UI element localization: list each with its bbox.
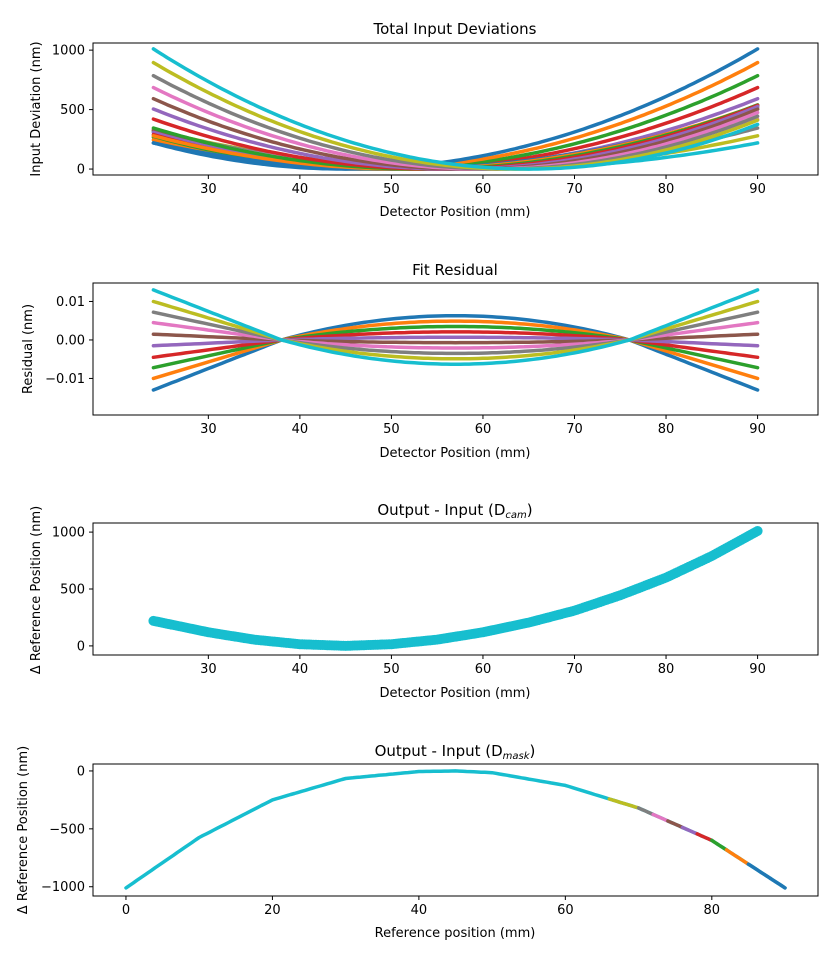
y-axis-label: Residual (nm) [21, 304, 36, 394]
x-tick-label: 40 [292, 662, 309, 677]
series-segment [607, 797, 641, 810]
x-tick-label: 30 [200, 662, 217, 677]
series-line [151, 47, 760, 171]
plot-area [148, 525, 763, 651]
y-tick-label: 0 [77, 163, 85, 178]
title-subscript: cam [505, 510, 527, 521]
series-line [151, 330, 760, 360]
y-tick-label: 0.00 [56, 333, 85, 348]
x-tick-label: 80 [658, 182, 675, 197]
series-line [151, 335, 760, 348]
x-tick-label: 60 [475, 662, 492, 677]
x-tick-label: 20 [264, 903, 281, 918]
panel-fit-residual: Fit Residual Detector Position (mm) Resi… [21, 261, 819, 461]
x-tick-label: 30 [200, 182, 217, 197]
y-tick-label: 1000 [52, 526, 85, 541]
series-line [151, 60, 760, 171]
y-tick-label: 0 [77, 639, 85, 654]
x-tick-label: 50 [383, 182, 400, 197]
axes-frame [92, 42, 819, 176]
x-tick-label: 40 [411, 903, 428, 918]
x-tick-label: 70 [566, 422, 583, 437]
x-tick-label: 90 [749, 182, 766, 197]
series-line [151, 319, 760, 381]
scatter-point [752, 525, 763, 536]
series-line [151, 299, 760, 361]
series-segment [724, 848, 751, 866]
chart-title: Fit Residual [412, 261, 498, 279]
x-tick-label: 40 [292, 182, 309, 197]
chart-title: Output - Input (Dcam) [377, 501, 532, 521]
series-segment [695, 832, 714, 843]
x-tick-label: 80 [704, 903, 721, 918]
series-segment [651, 812, 670, 823]
series-line [151, 313, 760, 392]
title-text: Output - Input (D [377, 501, 505, 519]
series-line [151, 320, 760, 350]
y-tick-label: 1000 [52, 44, 85, 59]
series-segment [666, 819, 685, 830]
panel-output-input-dmask: Output - Input (Dmask) Reference positio… [16, 742, 819, 941]
x-axis-label: Detector Position (mm) [380, 205, 531, 220]
series-segment [710, 838, 729, 852]
plot-area [151, 288, 760, 392]
y-tick-label: 0.01 [56, 295, 85, 310]
chart-title: Total Input Deviations [373, 20, 537, 38]
y-axis-label: Δ Reference Position (nm) [16, 746, 31, 914]
x-axis-label: Detector Position (mm) [380, 446, 531, 461]
y-tick-label: −0.01 [45, 372, 85, 387]
x-tick-label: 50 [383, 662, 400, 677]
panel-total-input-deviations: Total Input Deviations Detector Position… [29, 20, 819, 220]
series-line [151, 288, 760, 366]
axes-frame [92, 763, 819, 897]
x-tick-label: 30 [200, 422, 217, 437]
x-tick-label: 80 [658, 422, 675, 437]
y-axis-label: Δ Reference Position (nm) [29, 506, 44, 674]
y-tick-label: 500 [60, 583, 85, 598]
x-axis-label: Detector Position (mm) [380, 686, 531, 701]
series-segment [680, 825, 699, 836]
x-tick-label: 70 [566, 662, 583, 677]
x-tick-label: 80 [658, 662, 675, 677]
y-tick-label: 0 [77, 764, 85, 779]
x-tick-label: 60 [557, 903, 574, 918]
x-tick-label: 60 [475, 422, 492, 437]
title-text: Output - Input (D [375, 742, 503, 760]
x-tick-label: 90 [749, 422, 766, 437]
plot-area [151, 47, 760, 171]
plot-area [124, 769, 787, 890]
series-line [151, 332, 760, 345]
title-subscript: mask [503, 751, 531, 762]
panel-output-input-dcam: Output - Input (Dcam) Detector Position … [29, 501, 819, 701]
x-tick-label: 70 [566, 182, 583, 197]
x-tick-label: 90 [749, 662, 766, 677]
series-segment [636, 806, 655, 817]
series-segment [746, 862, 773, 881]
x-tick-label: 60 [475, 182, 492, 197]
series-segment [768, 876, 787, 890]
x-tick-label: 0 [122, 903, 130, 918]
y-tick-label: −1000 [41, 880, 85, 895]
y-tick-label: −500 [49, 822, 85, 837]
x-tick-label: 40 [292, 422, 309, 437]
x-tick-label: 50 [383, 422, 400, 437]
series-line [151, 310, 760, 356]
chart-title: Output - Input (Dmask) [375, 742, 536, 762]
y-tick-label: 500 [60, 103, 85, 118]
y-axis-label: Input Deviation (nm) [29, 41, 44, 176]
axes-frame [92, 282, 819, 416]
series-line [151, 324, 760, 370]
series-line [151, 47, 760, 171]
x-axis-label: Reference position (mm) [375, 926, 536, 941]
